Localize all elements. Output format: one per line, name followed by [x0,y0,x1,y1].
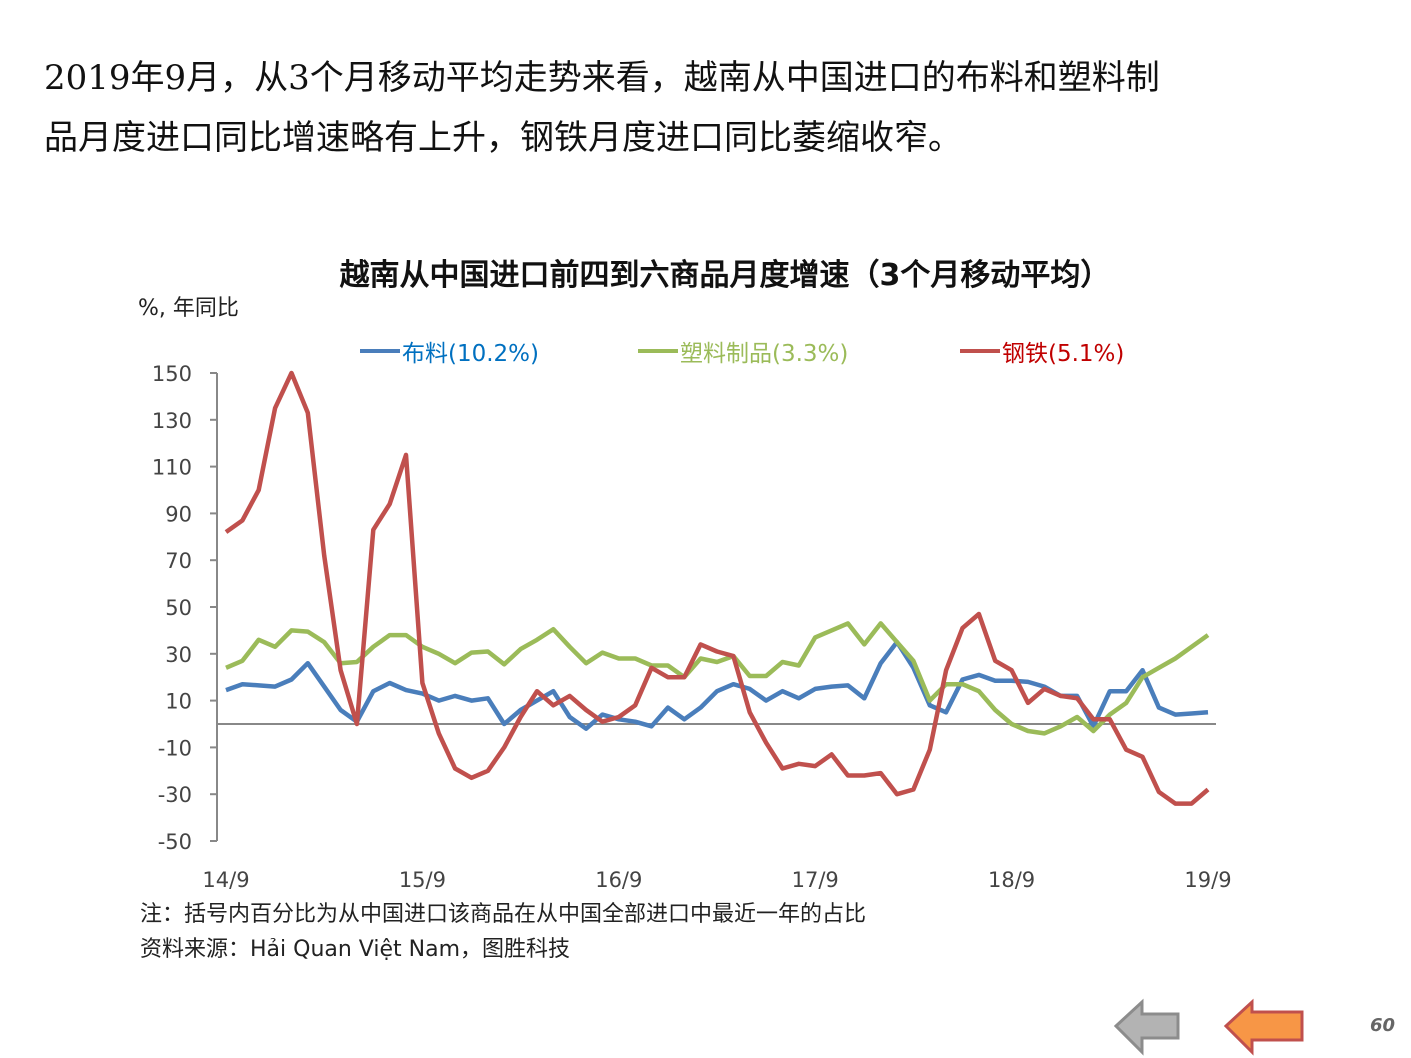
chart-title: 越南从中国进口前四到六商品月度增速（3个月移动平均） [339,258,1111,293]
chart-note: 注：括号内百分比为从中国进口该商品在从中国全部进口中最近一年的占比 [140,902,867,927]
series-line-plastic [225,621,1210,736]
x-tick-label: 16/9 [595,868,642,892]
x-tick-label: 18/9 [988,868,1035,892]
series-line-fabric [225,639,1209,731]
x-tick-label: 19/9 [1184,868,1231,892]
legend-item-steel: 钢铁(5.1%) [960,334,1124,368]
y-tick-label: 70 [165,549,192,573]
legend-label-plastic: 塑料制品(3.3%) [680,341,849,367]
back-arrow-gray-icon[interactable] [1112,998,1184,1056]
y-tick-label: -30 [158,783,192,807]
y-tick-label: 150 [152,362,192,386]
legend-label-fabric: 布料(10.2%) [402,341,540,367]
slide-heading: 2019年9月，从3个月移动平均走势来看，越南从中国进口的布料和塑料制 品月度进… [44,48,1384,168]
heading-line-1: 2019年9月，从3个月移动平均走势来看，越南从中国进口的布料和塑料制 [44,58,1160,98]
legend-swatch-plastic [638,349,678,353]
heading-line-2: 品月度进口同比增速略有上升，钢铁月度进口同比萎缩收窄。 [44,118,962,158]
page-number: 60 [1370,1015,1396,1036]
y-axis-unit-label: %, 年同比 [138,296,239,321]
y-tick-label: -50 [158,830,192,854]
y-tick-label: 130 [152,409,192,433]
y-tick-label: 110 [152,456,192,480]
legend-item-plastic: 塑料制品(3.3%) [638,334,848,368]
legend-swatch-steel [960,349,1000,353]
x-tick-label: 14/9 [202,868,249,892]
y-tick-label: 90 [165,502,192,526]
x-tick-label: 15/9 [399,868,446,892]
y-tick-label: 30 [165,643,192,667]
legend-swatch-fabric [360,349,400,353]
back-arrow-orange-icon[interactable] [1222,998,1306,1056]
legend-item-fabric: 布料(10.2%) [360,334,539,368]
legend-label-steel: 钢铁(5.1%) [1002,341,1125,367]
series-line-steel [224,370,1210,806]
y-tick-label: 10 [165,690,192,714]
chart-source: 资料来源：Hải Quan Việt Nam，图胜科技 [140,937,571,962]
y-tick-label: 50 [165,596,192,620]
x-tick-label: 17/9 [792,868,839,892]
y-tick-label: -10 [158,736,192,760]
